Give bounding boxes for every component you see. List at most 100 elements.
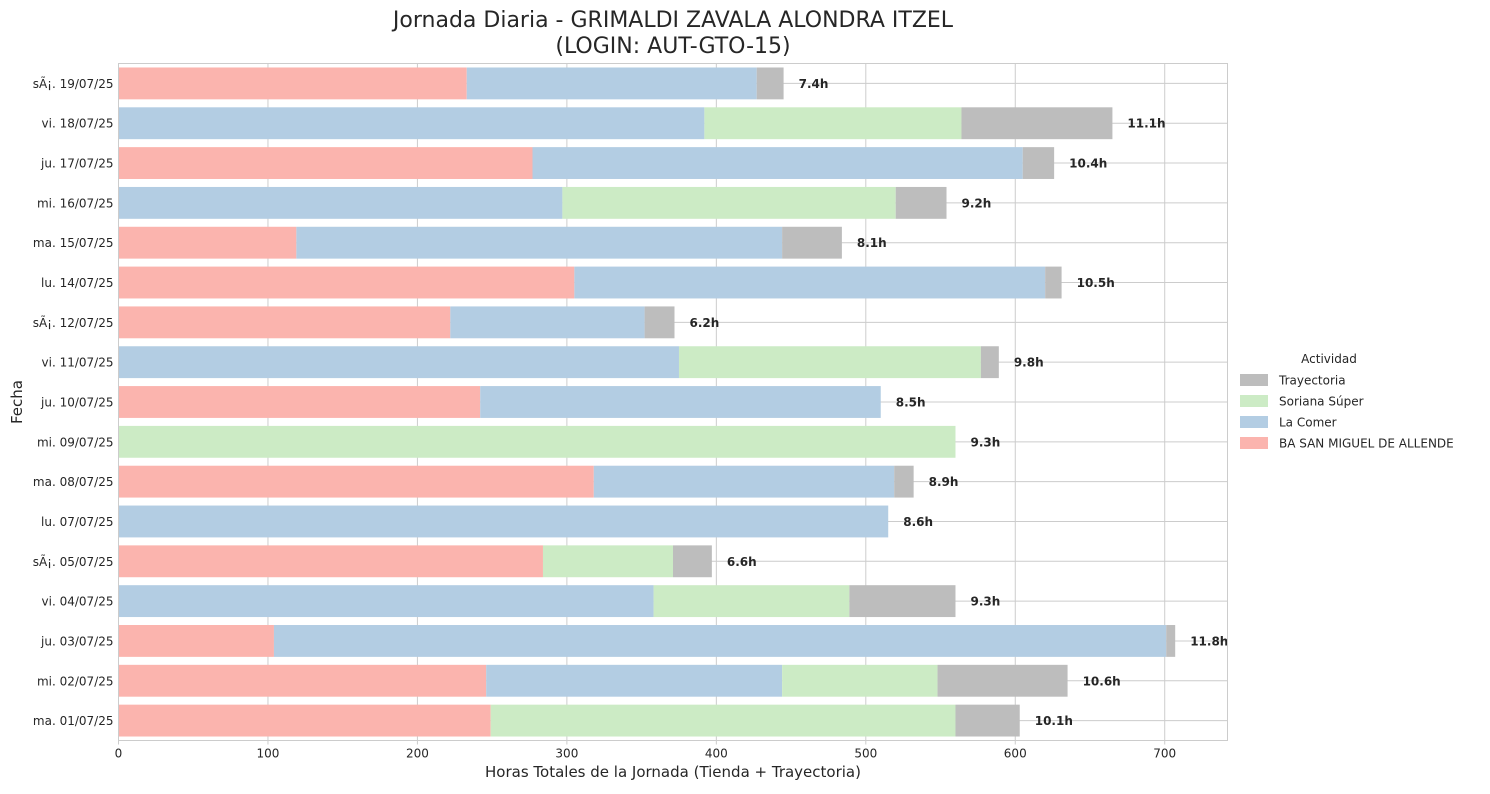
bar-total-label: 10.4h — [1069, 157, 1107, 171]
y-tick-label: ma. 15/07/25 — [33, 236, 114, 250]
bar-total-label: 8.1h — [857, 236, 887, 250]
bar-segment — [118, 186, 563, 219]
y-tick-label: ma. 08/07/25 — [33, 475, 114, 489]
bar-segment — [486, 664, 783, 697]
x-tick-label: 400 — [705, 747, 728, 761]
bar-segment — [118, 386, 481, 418]
bar-segment — [980, 346, 999, 379]
bar-segment — [961, 107, 1113, 140]
bar-segment — [1045, 266, 1062, 299]
y-tick-label: vi. 11/07/25 — [42, 356, 114, 370]
legend-title: Actividad — [1301, 352, 1357, 366]
bar-segment — [1022, 147, 1055, 179]
bar-total-label: 10.1h — [1035, 714, 1073, 728]
bar-segment — [574, 266, 1046, 299]
bar-segment — [895, 186, 947, 219]
y-tick-label: mi. 02/07/25 — [37, 674, 114, 688]
bar-segment — [849, 585, 956, 618]
chart-title-line: Jornada Diaria - GRIMALDI ZAVALA ALONDRA… — [391, 8, 954, 33]
bar-segment — [644, 306, 675, 339]
bar-total-label: 8.5h — [896, 396, 926, 410]
y-tick-label: mi. 16/07/25 — [37, 196, 114, 210]
bar-segment — [118, 625, 274, 657]
bar-segment — [782, 226, 842, 259]
bar-total-label: 11.8h — [1190, 634, 1228, 648]
bar-segment — [118, 67, 467, 100]
bar-segment — [653, 585, 850, 618]
y-tick-label: ju. 17/07/25 — [40, 157, 113, 171]
bar-segment — [118, 266, 575, 299]
bar-segment — [273, 625, 1167, 657]
x-tick-label: 300 — [555, 747, 578, 761]
bar-segment — [118, 704, 491, 737]
bar-total-label: 9.3h — [970, 595, 1000, 609]
bar-segment — [118, 585, 654, 618]
legend-label: La Comer — [1279, 416, 1337, 430]
plot-frame — [118, 63, 1228, 741]
bar-segment — [678, 346, 981, 379]
legend-swatch — [1240, 416, 1268, 428]
y-axis-label: Fecha — [8, 380, 26, 424]
y-tick-label: lu. 14/07/25 — [41, 276, 113, 290]
x-tick-label: 200 — [406, 747, 429, 761]
y-tick-label: mi. 09/07/25 — [37, 435, 114, 449]
bar-segment — [704, 107, 962, 140]
legend-label: Soriana Súper — [1279, 395, 1364, 409]
bar-segment — [118, 505, 889, 538]
y-tick-label: ma. 01/07/25 — [33, 714, 114, 728]
bar-segment — [894, 465, 914, 498]
bar-segment — [937, 664, 1068, 697]
bar-total-label: 9.3h — [970, 435, 1000, 449]
x-axis-label: Horas Totales de la Jornada (Tienda + Tr… — [485, 763, 861, 781]
bar-total-label: 8.9h — [929, 475, 959, 489]
bar-segment — [593, 465, 895, 498]
bar-segment — [1166, 625, 1176, 657]
bar-segment — [118, 664, 487, 697]
bar-segment — [955, 704, 1020, 737]
bar-total-label: 11.1h — [1127, 117, 1165, 131]
x-tick-label: 100 — [257, 747, 280, 761]
bar-segment — [673, 545, 712, 578]
bar-segment — [490, 704, 956, 737]
bar-segment — [756, 67, 784, 100]
legend-label: BA SAN MIGUEL DE ALLENDE — [1279, 437, 1454, 451]
y-tick-label: sÃ¡. 05/07/25 — [33, 554, 114, 569]
bar-segment — [782, 664, 938, 697]
y-tick-label: ju. 03/07/25 — [40, 634, 113, 648]
x-tick-label: 500 — [854, 747, 877, 761]
bar-segment — [532, 147, 1023, 179]
bar-segment — [118, 306, 451, 339]
legend-swatch — [1240, 395, 1268, 407]
y-tick-label: sÃ¡. 12/07/25 — [33, 315, 114, 330]
chart-title: Jornada Diaria - GRIMALDI ZAVALA ALONDRA… — [391, 8, 954, 59]
bar-total-label: 9.2h — [962, 196, 992, 210]
x-tick-label: 600 — [1004, 747, 1027, 761]
bar-segment — [118, 465, 594, 498]
bar-segment — [118, 226, 297, 259]
bar-total-label: 10.6h — [1083, 674, 1121, 688]
bar-segment — [118, 545, 543, 578]
bar-total-label: 6.2h — [689, 316, 719, 330]
y-tick-label: vi. 18/07/25 — [42, 117, 114, 131]
y-tick-label: sÃ¡. 19/07/25 — [33, 76, 114, 91]
y-tick-label: vi. 04/07/25 — [42, 595, 114, 609]
y-tick-label: ju. 10/07/25 — [40, 396, 113, 410]
bar-segment — [450, 306, 645, 339]
bar-segment — [296, 226, 783, 259]
bar-segment — [480, 386, 881, 418]
bar-segment — [542, 545, 673, 578]
bar-segment — [118, 346, 679, 379]
x-tick-label: 0 — [115, 747, 123, 761]
bar-total-label: 10.5h — [1077, 276, 1115, 290]
bar-segment — [118, 107, 705, 140]
bar-segment — [562, 186, 896, 219]
bar-total-label: 7.4h — [799, 77, 829, 91]
legend-swatch — [1240, 437, 1268, 449]
bar-segment — [118, 147, 533, 179]
bar-segment — [466, 67, 757, 100]
bar-total-label: 9.8h — [1014, 356, 1044, 370]
bar-segment — [118, 425, 956, 458]
legend-label: Trayectoria — [1278, 374, 1346, 388]
